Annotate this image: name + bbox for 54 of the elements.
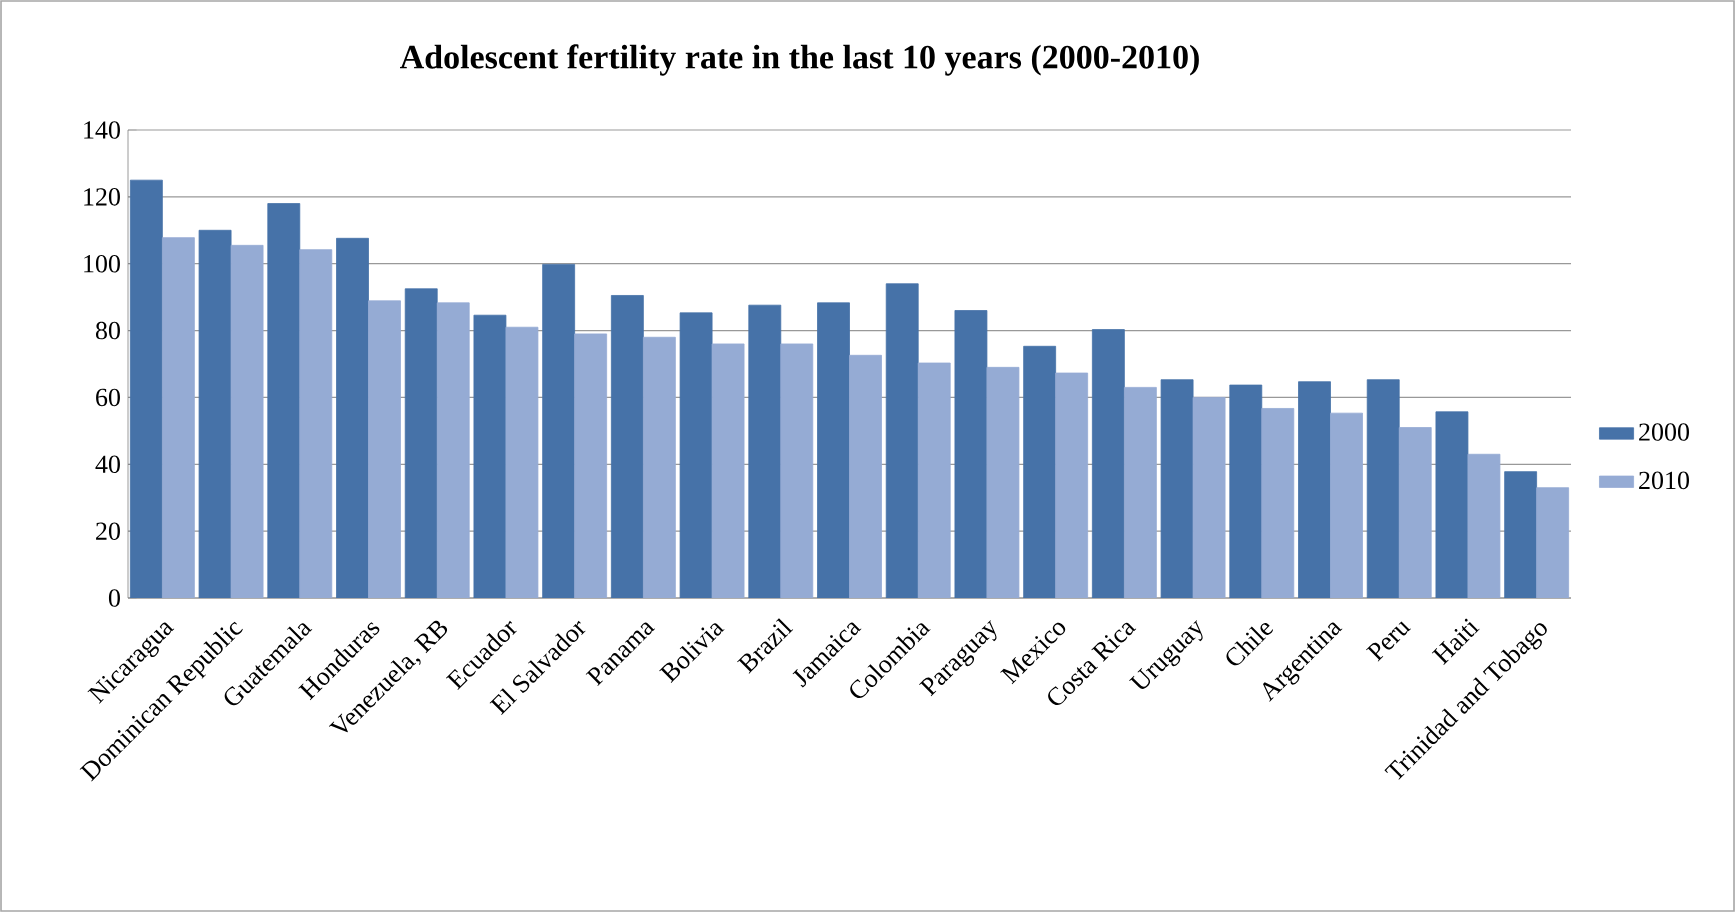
bar [267,203,301,598]
bar [505,326,539,598]
bar [1504,471,1538,598]
bar [917,362,951,598]
bar [780,343,814,598]
y-tick-label: 20 [96,522,120,540]
bar [610,295,644,598]
bar [542,263,576,598]
y-tick-label: 100 [84,254,120,273]
bar [230,244,264,598]
y-tick-label: 60 [96,388,120,407]
bar [679,312,713,598]
x-tick-label: Peru [1366,621,1411,662]
bar [368,300,401,598]
bar [1298,381,1331,598]
bar [473,314,507,598]
bar [574,333,608,598]
bar [404,288,438,598]
bar [1398,427,1432,598]
bar [711,343,745,598]
y-tick-label: 80 [95,321,120,340]
bar [1023,345,1057,598]
bar [1467,453,1501,598]
bar [748,304,782,598]
bar [1261,408,1295,598]
bar [885,283,919,598]
bar [954,310,988,598]
bar [336,237,369,598]
bar [1091,329,1125,598]
bar [986,366,1020,598]
bar [1160,379,1194,598]
bar [1536,487,1570,598]
y-tick-label: 140 [84,121,120,139]
bar [642,336,676,598]
bar [817,302,850,598]
y-tick-label: 0 [108,589,120,607]
bar [436,302,470,598]
legend-label: 2010 [1639,471,1690,490]
y-tick-label: 120 [84,188,120,206]
bar [1123,387,1157,598]
bar [198,229,232,598]
bar [1229,384,1263,598]
bar [129,179,163,598]
bar [1435,411,1469,598]
bar [1055,372,1089,598]
bar [1330,412,1363,598]
bar [161,237,195,598]
bar [1192,397,1226,598]
bar [849,354,882,598]
chart-title: Adolescent fertility rate in the last 10 years (2000-2010) [400,44,1199,76]
legend-label: 2000 [1639,423,1690,441]
bar [1366,379,1400,598]
bar [299,249,333,598]
y-tick-label: 40 [95,455,120,474]
